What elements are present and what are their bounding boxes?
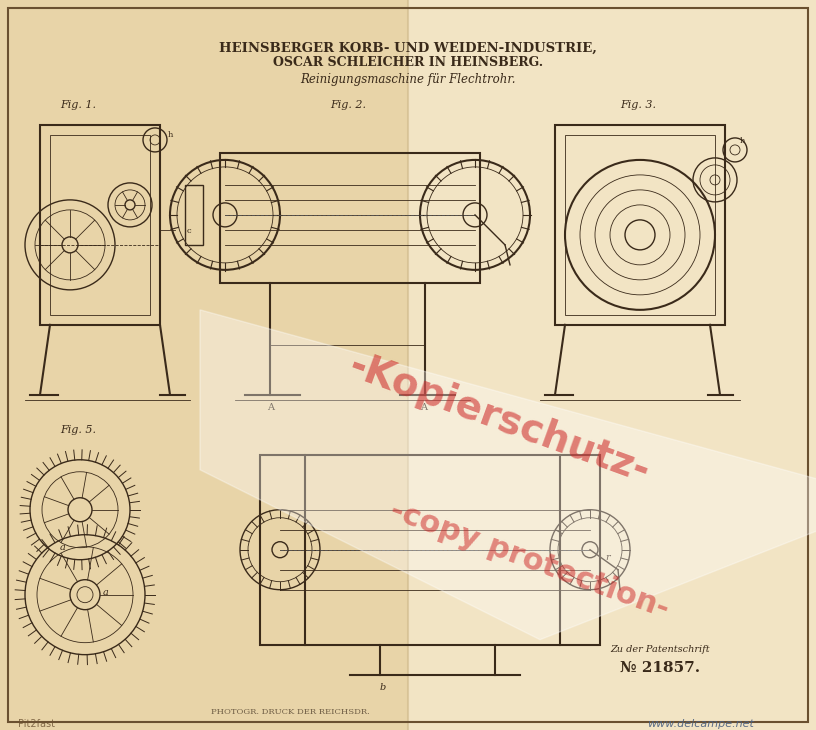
Text: PHOTOGR. DRUCK DER REICHSDR.: PHOTOGR. DRUCK DER REICHSDR. [211, 707, 370, 715]
Text: -Kopierschutz-: -Kopierschutz- [344, 347, 656, 492]
Text: HEINSBERGER KORB- UND WEIDEN-INDUSTRIE,: HEINSBERGER KORB- UND WEIDEN-INDUSTRIE, [219, 42, 597, 55]
Bar [50, 135, 150, 315]
Bar [220, 153, 480, 283]
Text: Zu der Patentschrift: Zu der Patentschrift [610, 645, 710, 654]
Bar [565, 135, 715, 315]
Text: Fig. 1.: Fig. 1. [60, 100, 96, 110]
Text: h: h [740, 137, 745, 145]
Text: -copy protection-: -copy protection- [387, 496, 673, 623]
Text: № 21857.: № 21857. [620, 661, 700, 675]
Bar [260, 455, 600, 645]
Text: www.delcampe.net: www.delcampe.net [646, 718, 753, 729]
Text: A: A [420, 403, 427, 412]
Text: A: A [267, 403, 274, 412]
Bar [0, 0, 408, 729]
Text: Fig. 5.: Fig. 5. [60, 425, 96, 435]
Text: a: a [60, 542, 66, 552]
Bar [408, 0, 816, 729]
Text: c: c [187, 227, 192, 235]
Text: Fig. 2.: Fig. 2. [330, 100, 366, 110]
Text: h: h [168, 131, 173, 139]
Bar [555, 125, 725, 325]
Text: r: r [605, 553, 610, 561]
Text: OSCAR SCHLEICHER IN HEINSBERG.: OSCAR SCHLEICHER IN HEINSBERG. [273, 56, 543, 69]
Text: a: a [103, 588, 109, 596]
Text: Reinigungsmaschine für Flechtrohr.: Reinigungsmaschine für Flechtrohr. [300, 74, 516, 86]
Bar [40, 125, 160, 325]
Text: Pit2fast: Pit2fast [18, 718, 55, 729]
Text: b: b [380, 683, 386, 691]
Text: Fig. 3.: Fig. 3. [620, 100, 656, 110]
Bar [185, 185, 203, 245]
Polygon shape [200, 310, 816, 639]
